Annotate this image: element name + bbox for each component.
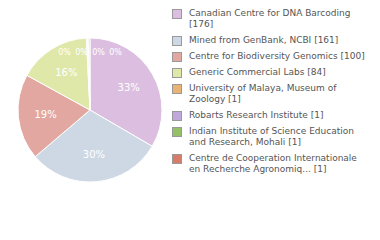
html-text:Robarts Research Institute [1]: Robarts Research Institute [1] (189, 110, 324, 120)
svg-text:0%: 0% (58, 48, 71, 57)
svg-text:0%: 0% (109, 48, 122, 57)
svg-text:30%: 30% (83, 149, 105, 160)
svg-text:0%: 0% (75, 48, 88, 57)
html-text:Mined from GenBank, NCBI [161]: Mined from GenBank, NCBI [161] (189, 35, 339, 45)
html-text:University of Malaya, Museum o: University of Malaya, Museum of Zoology … (189, 83, 337, 104)
html-text:Generic Commercial Labs [84]: Generic Commercial Labs [84] (189, 67, 326, 77)
html-text:Centre de Cooperation Internat: Centre de Cooperation Internationale en … (189, 153, 357, 174)
svg-text:33%: 33% (118, 82, 140, 93)
svg-text:0%: 0% (92, 48, 105, 57)
html-text:Centre for Biodiversity Genomi: Centre for Biodiversity Genomics [100] (189, 51, 365, 61)
svg-text:16%: 16% (55, 67, 77, 78)
html-text:Canadian Centre for DNA Barcod: Canadian Centre for DNA Barcoding [176] (189, 8, 351, 29)
svg-text:19%: 19% (34, 109, 56, 120)
html-text:Indian Institute of Science Ed: Indian Institute of Science Education an… (189, 126, 354, 147)
